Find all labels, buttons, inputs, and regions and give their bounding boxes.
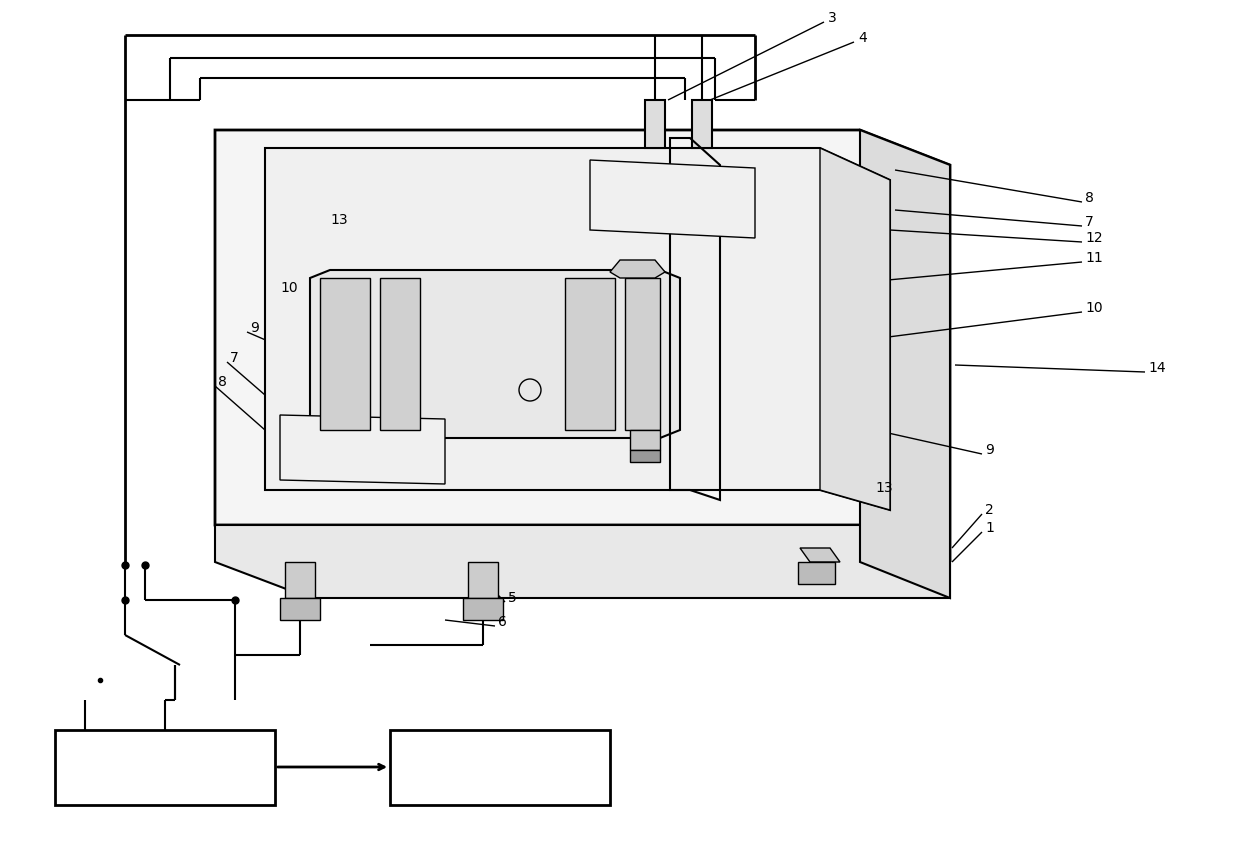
Polygon shape: [645, 100, 665, 148]
Polygon shape: [265, 148, 890, 510]
Polygon shape: [467, 562, 498, 598]
Text: 4: 4: [858, 31, 867, 45]
Polygon shape: [590, 160, 755, 238]
Polygon shape: [379, 278, 420, 430]
Text: 9: 9: [250, 321, 259, 335]
Text: 13: 13: [875, 481, 893, 495]
Text: 1: 1: [985, 521, 994, 535]
Polygon shape: [820, 148, 890, 510]
Text: 功率放大器: 功率放大器: [131, 757, 198, 777]
Polygon shape: [630, 430, 660, 450]
Polygon shape: [861, 130, 950, 598]
Text: 8: 8: [218, 375, 227, 389]
Text: 6: 6: [498, 615, 507, 629]
Text: 10: 10: [1085, 301, 1102, 315]
Text: 7: 7: [1085, 215, 1094, 229]
Polygon shape: [565, 278, 615, 430]
Polygon shape: [463, 598, 503, 620]
Polygon shape: [215, 525, 950, 598]
Text: 3: 3: [828, 11, 837, 25]
Polygon shape: [692, 100, 712, 148]
Text: 13: 13: [330, 213, 347, 227]
Polygon shape: [630, 450, 660, 462]
Polygon shape: [799, 562, 835, 584]
Polygon shape: [625, 278, 660, 430]
Polygon shape: [800, 548, 839, 562]
Polygon shape: [285, 562, 315, 598]
Polygon shape: [280, 415, 445, 484]
Polygon shape: [320, 278, 370, 430]
Polygon shape: [610, 260, 665, 278]
Polygon shape: [310, 270, 680, 438]
Text: 10: 10: [280, 281, 298, 295]
Text: 9: 9: [985, 443, 994, 457]
Text: 5: 5: [508, 591, 517, 605]
Text: 信号发生器: 信号发生器: [466, 757, 533, 777]
Text: 11: 11: [1085, 251, 1102, 265]
Text: 8: 8: [1085, 191, 1094, 205]
Polygon shape: [55, 730, 275, 805]
Polygon shape: [280, 598, 320, 620]
Text: 14: 14: [1148, 361, 1166, 375]
Text: 7: 7: [229, 351, 239, 365]
Polygon shape: [391, 730, 610, 805]
Polygon shape: [215, 130, 950, 560]
Text: 12: 12: [1085, 231, 1102, 245]
Text: 2: 2: [985, 503, 993, 517]
